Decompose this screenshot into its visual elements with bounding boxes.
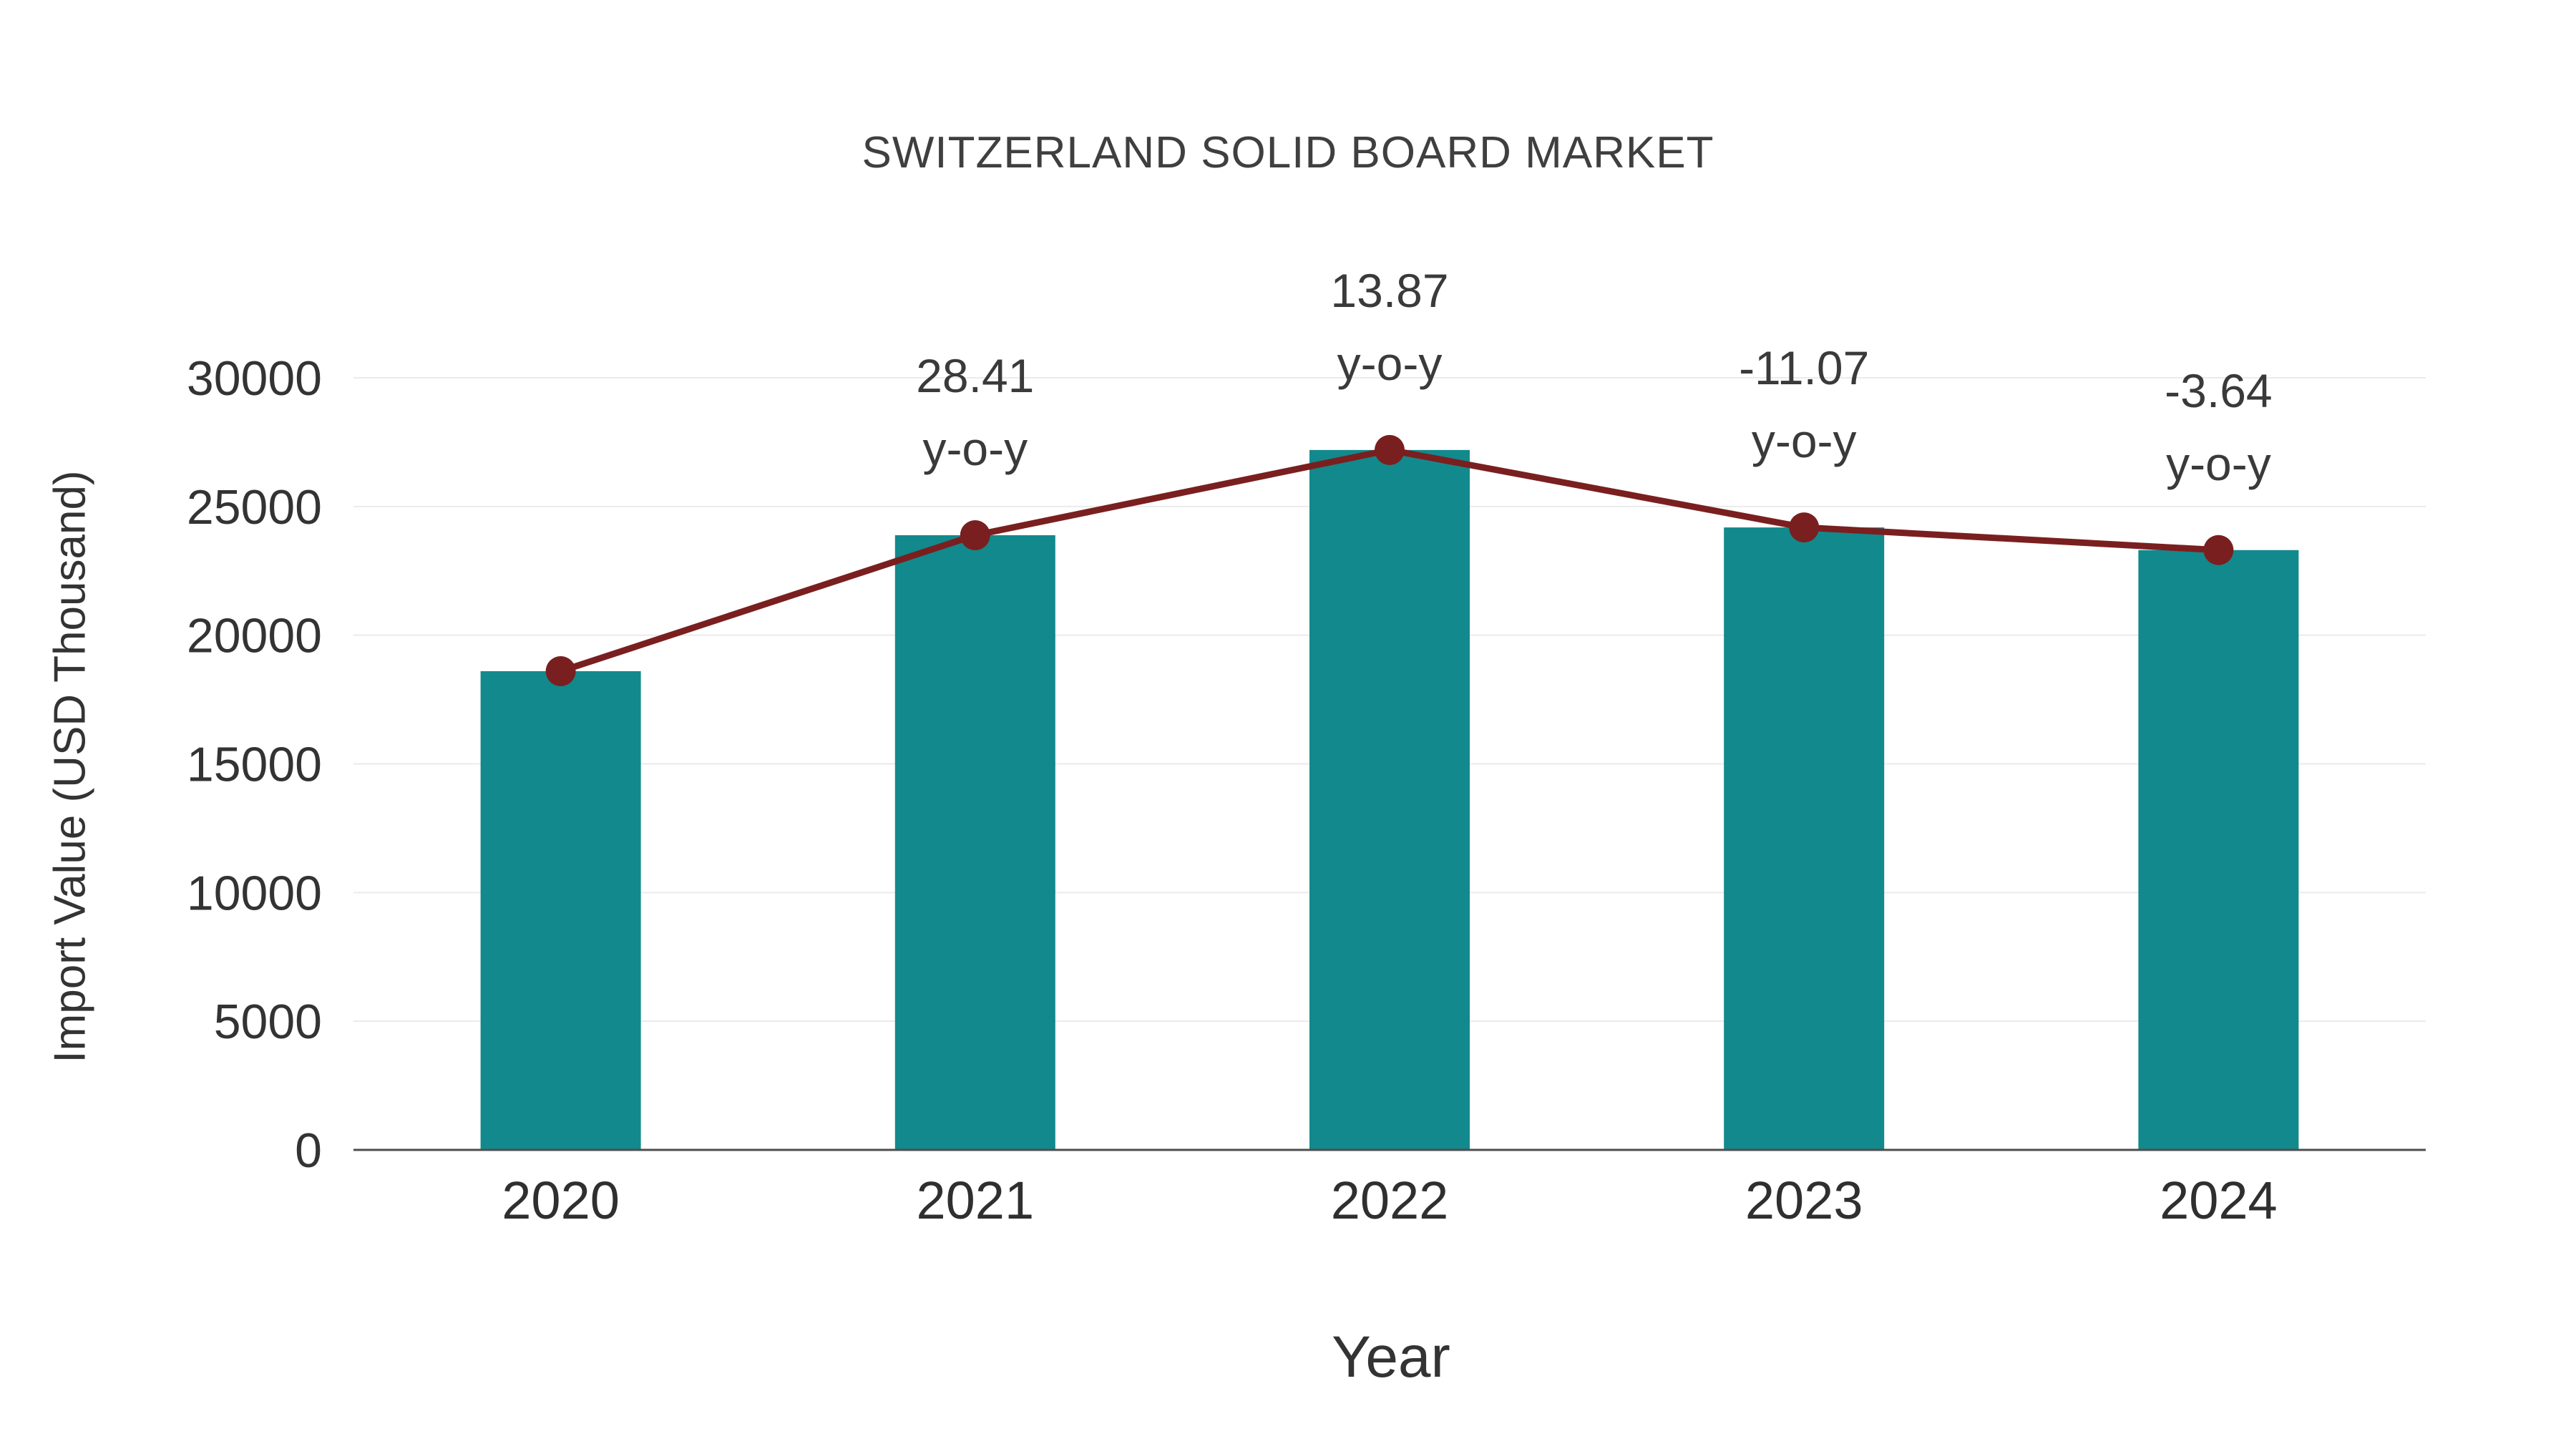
annotation-suffix: y-o-y	[1752, 414, 1857, 467]
y-tick-label: 15000	[187, 738, 322, 792]
x-tick-label: 2020	[502, 1171, 620, 1230]
y-tick-label: 5000	[214, 995, 322, 1049]
bar-2023	[1724, 527, 1885, 1150]
x-tick-label: 2021	[916, 1171, 1034, 1230]
y-tick-label: 25000	[187, 480, 322, 535]
annotation-suffix: y-o-y	[922, 422, 1028, 475]
y-tick-label: 0	[295, 1123, 322, 1178]
growth-marker-2024	[2203, 535, 2234, 565]
bar-2021	[894, 535, 1055, 1150]
growth-marker-2021	[960, 519, 990, 550]
bar-2022	[1309, 449, 1470, 1150]
x-axis-title: Year	[1332, 1324, 1450, 1390]
annotation-suffix: y-o-y	[2166, 437, 2271, 490]
annotation-value: -11.07	[1739, 341, 1869, 394]
annotation-suffix: y-o-y	[1337, 337, 1443, 390]
growth-marker-2022	[1375, 434, 1405, 465]
y-tick-label: 30000	[187, 351, 322, 406]
y-tick-label: 20000	[187, 609, 322, 663]
annotation-value: 13.87	[1330, 264, 1448, 317]
chart-title: SWITZERLAND SOLID BOARD MARKET	[862, 128, 1714, 177]
x-tick-label: 2024	[2160, 1171, 2278, 1230]
y-tick-label: 10000	[187, 866, 322, 920]
annotation-value: 28.41	[916, 349, 1034, 402]
annotation-value: -3.64	[2165, 364, 2272, 417]
growth-marker-2020	[545, 656, 576, 687]
x-tick-label: 2022	[1331, 1171, 1449, 1230]
bar-2020	[480, 671, 641, 1150]
bar-2024	[2138, 550, 2299, 1150]
growth-marker-2023	[1789, 512, 1820, 543]
x-tick-label: 2023	[1745, 1171, 1863, 1230]
